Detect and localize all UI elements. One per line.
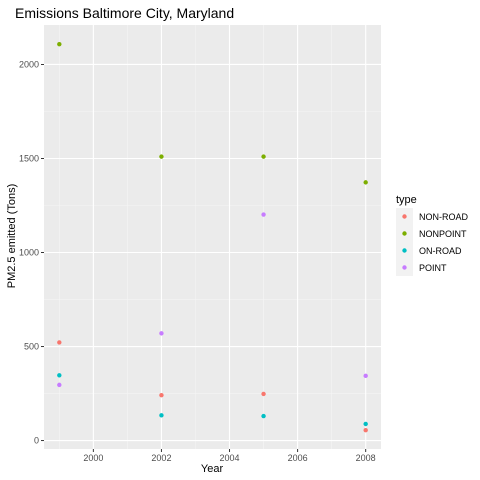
x-tick-label: 2002 xyxy=(151,453,171,463)
legend-label-point: POINT xyxy=(419,263,447,273)
legend: type NON-ROAD NONPOINT ON-ROAD POINT xyxy=(396,194,468,276)
legend-items: NON-ROAD NONPOINT ON-ROAD POINT xyxy=(396,208,468,276)
legend-marker-point xyxy=(402,265,407,270)
data-point-non-road xyxy=(363,427,368,433)
data-point-non-road xyxy=(57,340,62,345)
x-tick-label: 2000 xyxy=(83,453,103,463)
y-tick-label: 1000 xyxy=(19,248,39,258)
major-gridlines xyxy=(44,25,381,449)
y-axis-ticks: 0 500 1000 1500 2000 xyxy=(19,59,44,446)
data-point-on-road xyxy=(363,421,368,427)
x-tick-label: 2006 xyxy=(288,453,308,463)
data-point-on-road xyxy=(261,413,266,419)
legend-label-on-road: ON-ROAD xyxy=(419,246,462,256)
data-point-point xyxy=(363,373,368,379)
y-tick-label: 0 xyxy=(34,436,39,446)
plot-panel xyxy=(44,25,381,449)
legend-marker-non-road xyxy=(402,214,407,219)
x-axis-ticks: 2000 2002 2004 2006 2008 xyxy=(83,449,376,463)
data-point-nonpoint xyxy=(363,180,368,185)
legend-title: type xyxy=(396,194,417,206)
legend-label-nonpoint: NONPOINT xyxy=(419,229,467,239)
x-tick-label: 2004 xyxy=(220,453,240,463)
legend-marker-nonpoint xyxy=(402,231,407,236)
y-tick-label: 1500 xyxy=(19,153,39,163)
data-points xyxy=(57,41,368,433)
data-point-point xyxy=(261,212,266,217)
y-axis-title: PM2.5 emitted (Tons) xyxy=(6,184,18,289)
x-axis-title: Year xyxy=(201,463,224,475)
legend-label-non-road: NON-ROAD xyxy=(419,212,468,222)
chart-title: Emissions Baltimore City, Maryland xyxy=(15,5,234,21)
x-tick-label: 2008 xyxy=(356,453,376,463)
data-point-point xyxy=(159,331,164,336)
y-tick-label: 500 xyxy=(24,342,39,352)
minor-gridlines xyxy=(44,25,381,449)
data-point-nonpoint xyxy=(261,154,266,159)
y-tick-label: 2000 xyxy=(19,59,39,69)
data-point-nonpoint xyxy=(57,41,62,47)
data-point-nonpoint xyxy=(159,154,164,159)
data-point-on-road xyxy=(57,373,62,378)
legend-marker-on-road xyxy=(402,248,407,253)
data-point-point xyxy=(57,382,62,388)
data-point-non-road xyxy=(261,391,266,397)
data-point-on-road xyxy=(159,413,164,418)
data-point-non-road xyxy=(159,393,164,398)
